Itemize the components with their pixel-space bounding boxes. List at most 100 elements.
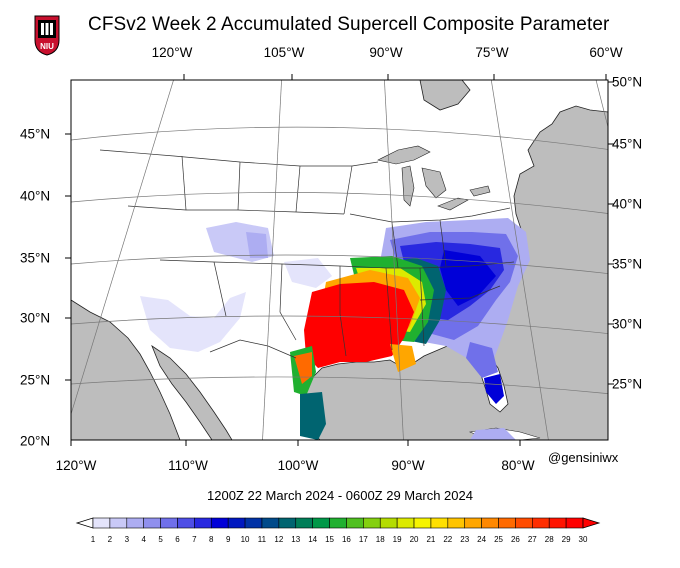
colorbar-tick-label: 30 [579, 535, 588, 544]
colorbar-swatch [379, 517, 398, 529]
colorbar-swatch [194, 517, 212, 529]
top-lon-label: 105°W [263, 45, 305, 60]
colorbar-tick-label: 29 [562, 535, 571, 544]
colorbar-tick-label: 21 [426, 535, 435, 544]
top-lon-label: 90°W [369, 45, 403, 60]
colorbar-tick-label: 9 [226, 535, 231, 544]
gulf-of-california [151, 344, 233, 440]
political-borders [99, 149, 515, 359]
left-lat-label: 35°N [20, 250, 51, 266]
colorbar-tick-label: 24 [477, 535, 486, 544]
colorbar-swatch [295, 517, 313, 529]
colorbar-tick-label: 25 [494, 535, 503, 544]
colorbar-swatch [464, 517, 482, 529]
colorbar-swatch [329, 517, 347, 529]
colorbar-tick-label: 10 [241, 535, 250, 544]
colorbar-swatch [278, 517, 297, 529]
colorbar-swatch [227, 517, 246, 529]
map-ticks [65, 74, 614, 446]
left-lat-label: 45°N [20, 126, 51, 142]
colorbar-tick-label: 3 [125, 535, 130, 544]
left-lat-label: 20°N [20, 433, 51, 449]
left-lat-label: 30°N [20, 310, 51, 326]
colorbar-swatch [160, 517, 178, 529]
lake-superior [377, 145, 431, 165]
colorbar-swatch [177, 517, 195, 529]
graticule [71, 80, 608, 440]
colorbar-swatch [346, 517, 364, 529]
colorbar-swatch [363, 517, 381, 529]
colorbar-tick-label: 12 [274, 535, 283, 544]
colorbar-swatch [126, 517, 144, 529]
colorbar-swatch [312, 517, 330, 529]
bottom-lon-label: 100°W [277, 458, 319, 473]
colorbar-swatch [92, 517, 111, 529]
colorbar-tick-label: 2 [108, 535, 113, 544]
colorbar-tick-label: 4 [141, 535, 146, 544]
colorbar-swatch [498, 517, 516, 529]
colorbar-swatch [396, 517, 415, 529]
colorbar-tick-label: 26 [511, 535, 520, 544]
bottom-lon-label: 120°W [55, 458, 97, 473]
colorbar-arrow-low [75, 517, 94, 529]
colorbar-tick-label: 16 [342, 535, 351, 544]
colorbar-swatch [210, 517, 229, 529]
map-frame [70, 79, 609, 441]
colorbar-arrow-high [582, 517, 601, 529]
colorbar-tick-label: 6 [175, 535, 180, 544]
colorbar-tick-label: 17 [359, 535, 368, 544]
colorbar-swatch [532, 517, 550, 529]
colorbar-swatch [565, 517, 584, 529]
colorbar-tick-label: 19 [393, 535, 402, 544]
top-lon-label: 75°W [475, 45, 509, 60]
logo-text: NIU [40, 42, 54, 51]
right-lat-label: 40°N [612, 196, 643, 212]
right-lat-label: 50°N [612, 74, 643, 90]
colorbar-tick-label: 27 [528, 535, 537, 544]
colorbar-tick-label: 13 [291, 535, 300, 544]
colorbar-tick-label: 11 [258, 535, 267, 544]
date-range: 1200Z 22 March 2024 - 0600Z 29 March 202… [207, 488, 473, 503]
colorbar-tick-label: 18 [376, 535, 385, 544]
right-lat-label: 35°N [612, 256, 643, 272]
colorbar-swatch [143, 517, 161, 529]
pacific-coast [71, 299, 181, 440]
colorbar-tick-label: 28 [545, 535, 554, 544]
bottom-lon-label: 90°W [391, 458, 425, 473]
left-lat-label: 25°N [20, 372, 51, 388]
colorbar-tick-label: 5 [158, 535, 163, 544]
colorbar-tick-label: 1 [91, 535, 96, 544]
colorbar-swatch [244, 517, 263, 529]
lake-ontario [469, 185, 491, 197]
bottom-lon-label: 80°W [501, 458, 535, 473]
colorbar-swatch [515, 517, 533, 529]
colorbar-swatch [430, 517, 449, 529]
colorbar-tick-label: 14 [308, 535, 317, 544]
colorbar-tick-label: 15 [325, 535, 334, 544]
colorbar-swatch [447, 517, 466, 529]
top-lon-label: 120°W [151, 45, 193, 60]
colorbar-swatch [548, 517, 567, 529]
right-lat-label: 30°N [612, 316, 643, 332]
colorbar-tick-label: 23 [460, 535, 469, 544]
top-lon-label: 60°W [589, 45, 623, 60]
bottom-lon-label: 110°W [168, 458, 208, 473]
colorbar-swatch [109, 517, 128, 529]
colorbar-tick-label: 20 [410, 535, 419, 544]
colorbar-swatch [261, 517, 280, 529]
colorbar-swatch [413, 517, 432, 529]
lake-erie [437, 197, 469, 211]
colorbar-tick-label: 22 [443, 535, 452, 544]
colorbar-tick-label: 8 [209, 535, 214, 544]
credit-handle: @gensiniwx [548, 450, 619, 465]
colorbar-tick-label: 7 [192, 535, 197, 544]
niu-logo: NIU [34, 15, 60, 56]
left-lat-label: 40°N [20, 188, 51, 204]
right-lat-label: 25°N [612, 376, 643, 392]
right-lat-label: 45°N [612, 136, 643, 152]
chart-title: CFSv2 Week 2 Accumulated Supercell Compo… [88, 14, 610, 35]
colorbar-swatch [481, 517, 499, 529]
hudson-bay [419, 80, 471, 111]
